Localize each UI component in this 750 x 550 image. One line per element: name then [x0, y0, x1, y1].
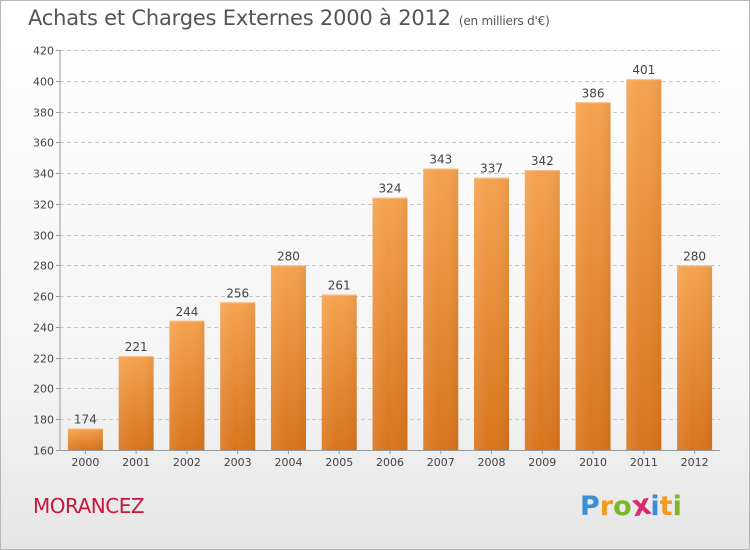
- chart-title-text: Achats et Charges Externes 2000 à 2012: [28, 6, 451, 30]
- bar-shine: [270, 265, 306, 450]
- chart-title: Achats et Charges Externes 2000 à 2012 (e…: [28, 6, 550, 30]
- y-tick-label: 160: [33, 445, 54, 458]
- logo-letter: o: [613, 491, 632, 522]
- bar-shine: [372, 197, 408, 450]
- bar-shine: [474, 177, 510, 450]
- bar-shine: [169, 320, 205, 450]
- commune-name: MORANCEZ: [33, 494, 145, 518]
- y-tick-label: 280: [33, 260, 54, 273]
- value-label-2001: 221: [125, 340, 148, 354]
- bar-shine: [575, 102, 611, 451]
- y-tick-label: 180: [33, 414, 54, 427]
- logo-letter: r: [599, 491, 614, 522]
- bar-shine: [423, 168, 459, 450]
- x-tick-label-2004: 2004: [274, 456, 302, 469]
- value-label-2000: 174: [74, 412, 97, 426]
- value-label-2006: 324: [379, 182, 402, 196]
- value-label-2010: 386: [582, 86, 605, 100]
- x-tick-label-2011: 2011: [630, 456, 658, 469]
- value-label-2008: 337: [480, 162, 503, 176]
- y-tick-label: 360: [33, 137, 54, 150]
- y-tick-label: 400: [33, 76, 54, 89]
- y-tick-label: 220: [33, 353, 54, 366]
- logo-letter: i: [650, 491, 660, 522]
- x-tick-label-2012: 2012: [681, 456, 709, 469]
- x-tick-label-2003: 2003: [224, 456, 252, 469]
- bar-shine: [118, 356, 154, 450]
- x-tick-label-2006: 2006: [376, 456, 404, 469]
- y-tick-label: 420: [33, 45, 54, 58]
- bar-shine: [524, 170, 560, 450]
- bar-shine: [321, 294, 357, 450]
- x-tick-label-2005: 2005: [325, 456, 353, 469]
- x-tick-label-2009: 2009: [528, 456, 556, 469]
- x-tick-label-2000: 2000: [71, 456, 99, 469]
- logo-letter: i: [672, 491, 682, 522]
- value-label-2007: 343: [429, 152, 452, 166]
- value-label-2004: 280: [277, 249, 300, 263]
- y-tick-label: 380: [33, 107, 54, 120]
- y-tick-label: 320: [33, 199, 54, 212]
- x-tick-label-2001: 2001: [122, 456, 150, 469]
- label-layer: 174 221 244 256 280 261 324 343 337 342 386 401 280: [74, 63, 706, 426]
- bar-shine: [220, 302, 256, 450]
- value-label-2002: 244: [175, 305, 198, 319]
- logo-letter: P: [580, 491, 600, 522]
- bar-shine: [67, 428, 103, 450]
- value-label-2005: 261: [328, 279, 351, 293]
- value-label-2012: 280: [683, 249, 706, 263]
- bar-layer: [67, 79, 713, 451]
- x-tick-label-2002: 2002: [173, 456, 201, 469]
- value-label-2009: 342: [531, 154, 554, 168]
- bar-shine: [677, 265, 713, 450]
- y-tick-label: 240: [33, 322, 54, 335]
- bar-shine: [626, 79, 662, 450]
- y-tick-label: 300: [33, 230, 54, 243]
- value-label-2011: 401: [632, 63, 655, 77]
- y-tick-label: 200: [33, 383, 54, 396]
- x-tick-label-2008: 2008: [478, 456, 506, 469]
- y-tick-label: 260: [33, 291, 54, 304]
- axis-layer: 160 180 200 220 240 260 280 300 320 340 360 380 400 4…: [33, 45, 720, 469]
- chart-subtitle: (en milliers d'€): [458, 14, 550, 28]
- x-tick-label-2010: 2010: [579, 456, 607, 469]
- y-tick-label: 340: [33, 168, 54, 181]
- x-tick-label-2007: 2007: [427, 456, 455, 469]
- value-label-2003: 256: [226, 286, 249, 300]
- proxiti-logo: Proxiti: [580, 487, 682, 524]
- logo-letter: t: [659, 491, 673, 522]
